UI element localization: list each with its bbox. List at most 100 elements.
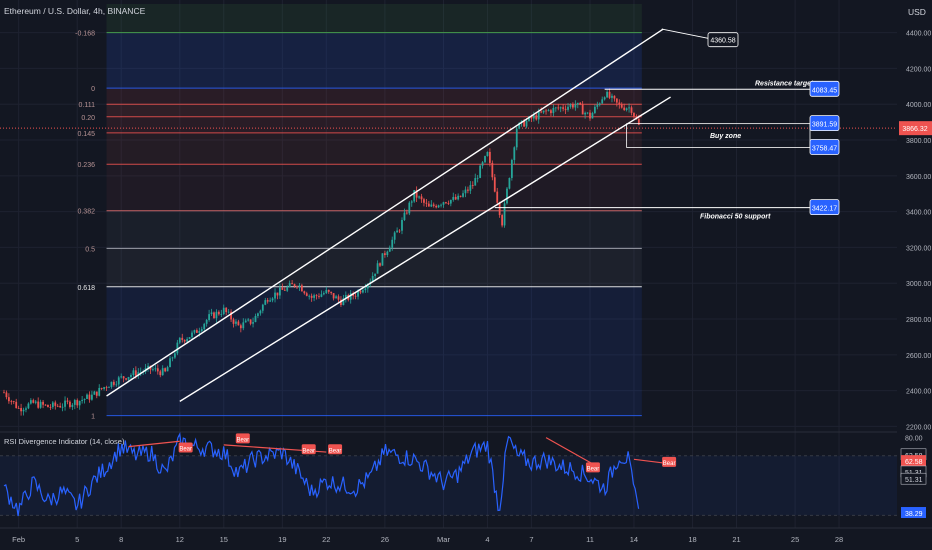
candle-body — [435, 205, 438, 208]
candle-body — [528, 116, 530, 121]
x-tick-label: 14 — [630, 535, 638, 544]
candle-body — [337, 296, 340, 300]
candle-body — [381, 253, 384, 266]
buy-zone-rect[interactable] — [626, 123, 811, 148]
candle-body — [474, 178, 477, 186]
fib-zone — [106, 4, 642, 33]
candle-body — [296, 286, 298, 288]
candle-body — [620, 104, 623, 108]
rsi-band — [0, 455, 897, 516]
fib-support-box[interactable] — [809, 199, 840, 216]
resistance-target-box[interactable] — [809, 80, 840, 97]
candle-body — [452, 196, 455, 200]
candle-body — [415, 190, 418, 198]
candle-body — [171, 357, 174, 359]
candle-body — [523, 120, 525, 127]
currency-label[interactable]: USD — [908, 7, 926, 17]
candle-body — [420, 196, 423, 200]
y-tick-label: 2800.00 — [906, 317, 931, 324]
candle-body — [95, 391, 98, 396]
candle-body — [432, 204, 435, 206]
y-tick-label: 2600.00 — [906, 353, 931, 360]
candle-body — [274, 292, 276, 299]
bear-label[interactable] — [585, 462, 600, 473]
candle-body — [540, 111, 543, 113]
bear-label[interactable] — [662, 456, 677, 467]
fib-zone — [106, 286, 642, 416]
buy-zone-bottom-box[interactable] — [809, 139, 840, 155]
candle-body — [47, 404, 49, 408]
candle-body — [503, 203, 506, 226]
candle-body — [501, 215, 503, 226]
candle-body — [291, 283, 294, 285]
candle-body — [364, 288, 367, 291]
candle-body — [313, 295, 315, 298]
candle-body — [459, 195, 462, 197]
fib-zone — [106, 32, 642, 89]
candle-body — [342, 298, 345, 306]
candle-body — [613, 95, 616, 99]
rsi-divergence-line — [128, 440, 180, 448]
rsi-line[interactable] — [3, 431, 640, 517]
candle-body — [332, 293, 335, 299]
candle-body — [88, 394, 91, 400]
buy-zone-top-box[interactable] — [809, 115, 840, 132]
candle-body — [286, 286, 289, 291]
candle-body — [357, 290, 359, 297]
y-tick-label: 3800.00 — [906, 138, 931, 145]
candle-body — [530, 116, 533, 119]
fib-level-label: 0.5 — [85, 246, 95, 253]
candle-body — [42, 401, 44, 405]
candle-body — [425, 202, 428, 204]
candle-body — [73, 400, 76, 405]
candle-body — [569, 104, 572, 107]
candle-body — [193, 330, 196, 333]
channel-upper-line[interactable] — [106, 28, 664, 397]
candle-body — [359, 290, 362, 293]
candle-body — [93, 391, 96, 395]
x-tick-label: 5 — [75, 535, 79, 544]
candle-body — [628, 107, 630, 109]
bear-label[interactable] — [328, 444, 343, 455]
candle-body — [283, 289, 286, 291]
candle-body — [208, 314, 210, 320]
candle-body — [633, 112, 635, 117]
fib-level-label: 0.618 — [77, 285, 95, 292]
candle-body — [601, 99, 604, 104]
candle-body — [117, 377, 120, 385]
candle-body — [493, 177, 496, 192]
rsi-title: RSI Divergence Indicator (14, close) — [4, 437, 125, 446]
candle-body — [550, 110, 552, 114]
candle-body — [29, 400, 32, 404]
candle-body — [557, 107, 560, 109]
candle-body — [237, 321, 240, 326]
candle-body — [5, 392, 8, 398]
candle-body — [217, 311, 220, 315]
current-price-tag — [899, 121, 932, 136]
candle-body — [10, 401, 13, 402]
bear-label[interactable] — [235, 433, 250, 444]
channel-lower-line[interactable] — [179, 96, 671, 402]
bear-label[interactable] — [178, 442, 193, 453]
x-tick-label: 25 — [791, 535, 799, 544]
candle-body — [181, 337, 184, 340]
candle-body — [513, 147, 516, 160]
x-tick-label: 28 — [835, 535, 843, 544]
x-tick-label: 4 — [485, 535, 489, 544]
bear-label[interactable] — [301, 444, 316, 455]
candle-body — [105, 387, 108, 388]
candle-body — [132, 370, 135, 375]
candle-body — [122, 376, 125, 379]
candle-body — [220, 314, 223, 315]
fib-support-box-text: 3422.17 — [812, 206, 837, 213]
candle-body — [61, 406, 64, 408]
projection-box[interactable] — [707, 32, 739, 48]
candle-body — [598, 103, 601, 105]
fib-zone — [106, 104, 642, 117]
y-tick-label: 3200.00 — [906, 245, 931, 252]
candle-body — [486, 151, 489, 157]
x-tick-label: Feb — [12, 535, 25, 544]
candle-body — [3, 392, 5, 394]
candle-body — [34, 401, 37, 403]
